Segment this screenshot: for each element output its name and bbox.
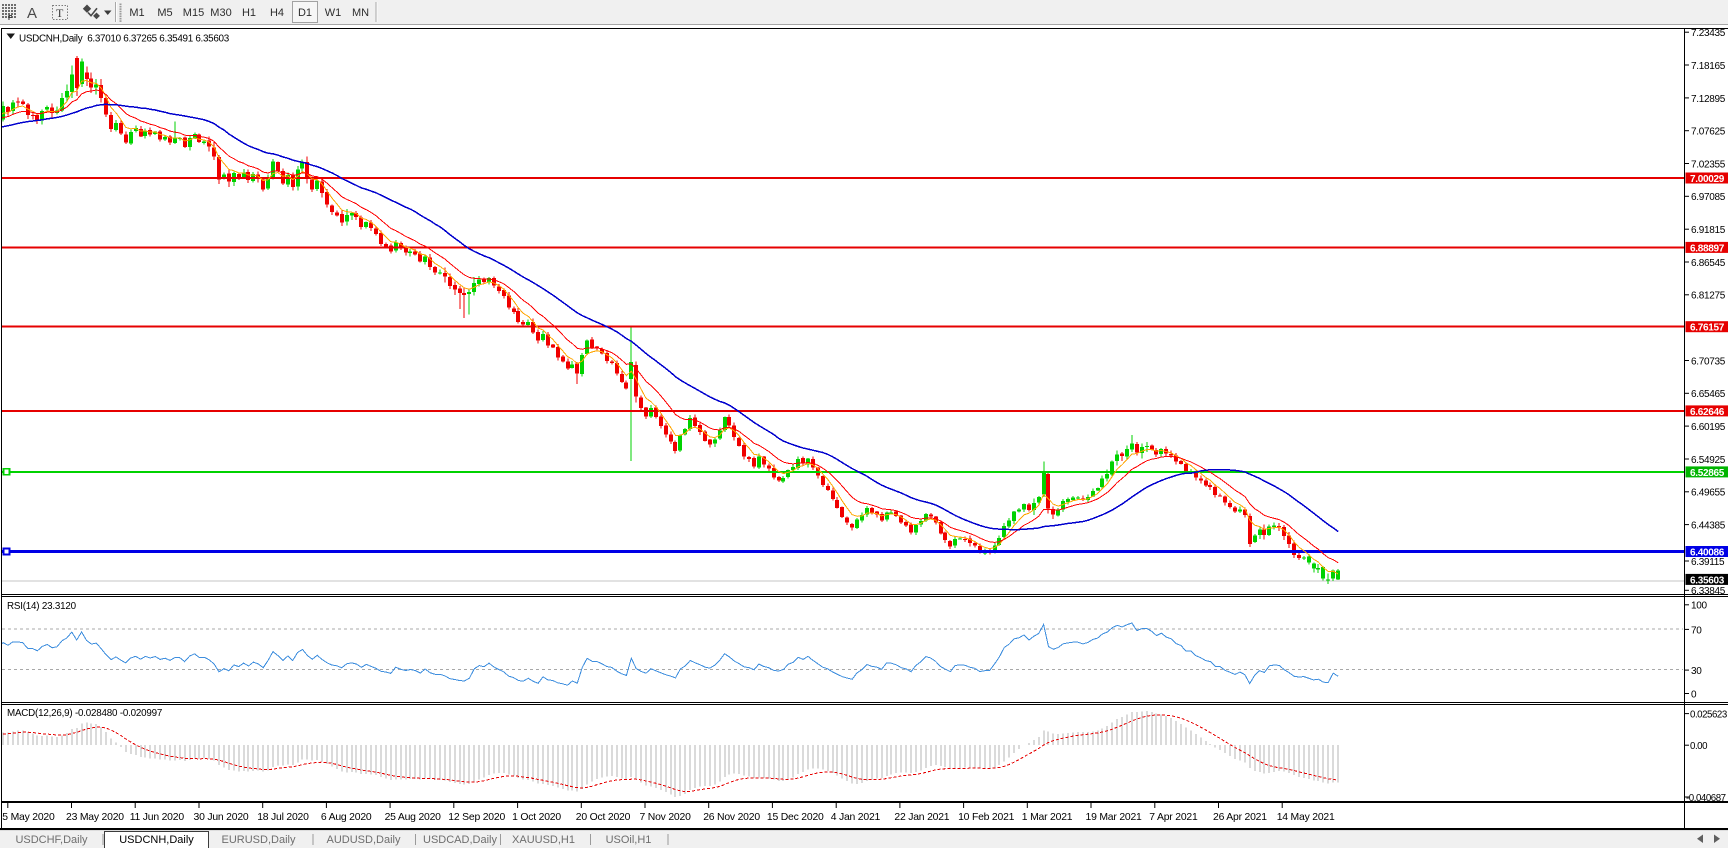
svg-text:0: 0 xyxy=(1691,689,1697,700)
svg-text:M30: M30 xyxy=(210,7,231,19)
svg-text:30 Jun 2020: 30 Jun 2020 xyxy=(194,812,249,823)
svg-text:14 May 2021: 14 May 2021 xyxy=(1277,812,1335,823)
svg-text:A: A xyxy=(27,5,37,22)
svg-text:7.02355: 7.02355 xyxy=(1691,159,1726,170)
svg-text:7.00029: 7.00029 xyxy=(1690,174,1725,185)
svg-text:6.33845: 6.33845 xyxy=(1691,586,1726,597)
svg-text:USDCHF,Daily: USDCHF,Daily xyxy=(15,834,88,846)
svg-text:USDCNH,Daily 6.37010 6.37265: USDCNH,Daily 6.37010 6.37265 6.35491 6.3… xyxy=(19,34,230,45)
svg-text:6.60195: 6.60195 xyxy=(1691,422,1726,433)
svg-text:F: F xyxy=(8,15,13,22)
svg-text:6.88897: 6.88897 xyxy=(1690,243,1725,254)
svg-text:6.35603: 6.35603 xyxy=(1690,575,1725,586)
svg-text:6.70735: 6.70735 xyxy=(1691,356,1726,367)
svg-text:H4: H4 xyxy=(270,7,284,19)
svg-text:6.65465: 6.65465 xyxy=(1691,389,1726,400)
svg-text:12 Sep 2020: 12 Sep 2020 xyxy=(448,812,505,823)
svg-text:7 Apr 2021: 7 Apr 2021 xyxy=(1149,812,1198,823)
svg-text:6.91815: 6.91815 xyxy=(1691,225,1726,236)
svg-text:MN: MN xyxy=(352,7,369,19)
svg-text:USDCAD,Daily: USDCAD,Daily xyxy=(423,834,497,846)
svg-text:26 Nov 2020: 26 Nov 2020 xyxy=(703,812,760,823)
svg-text:25 Aug 2020: 25 Aug 2020 xyxy=(385,812,442,823)
svg-text:100: 100 xyxy=(1691,601,1708,612)
svg-text:11 Jun 2020: 11 Jun 2020 xyxy=(130,812,185,823)
svg-text:23 May 2020: 23 May 2020 xyxy=(66,812,124,823)
svg-text:-0.040687: -0.040687 xyxy=(1686,793,1726,804)
svg-text:0.00: 0.00 xyxy=(1690,741,1708,752)
svg-text:1 Oct 2020: 1 Oct 2020 xyxy=(512,812,561,823)
svg-text:AUDUSD,Daily: AUDUSD,Daily xyxy=(327,834,401,846)
svg-text:6.76157: 6.76157 xyxy=(1690,323,1725,334)
svg-text:USOil,H1: USOil,H1 xyxy=(606,834,652,846)
svg-text:6.86545: 6.86545 xyxy=(1691,258,1726,269)
svg-text:6.97085: 6.97085 xyxy=(1691,192,1726,203)
svg-text:USDCNH,Daily: USDCNH,Daily xyxy=(119,834,194,846)
svg-text:6.44385: 6.44385 xyxy=(1691,521,1726,532)
svg-text:6.54925: 6.54925 xyxy=(1691,455,1726,466)
svg-text:EURUSD,Daily: EURUSD,Daily xyxy=(222,834,296,846)
svg-text:0.025623: 0.025623 xyxy=(1690,710,1727,721)
svg-text:1 Mar 2021: 1 Mar 2021 xyxy=(1022,812,1073,823)
svg-text:MACD(12,26,9) -0.028480 -0.020: MACD(12,26,9) -0.028480 -0.020997 xyxy=(7,708,162,719)
svg-text:W1: W1 xyxy=(325,7,342,19)
svg-text:15 Dec 2020: 15 Dec 2020 xyxy=(767,812,824,823)
svg-text:XAUUSD,H1: XAUUSD,H1 xyxy=(512,834,575,846)
svg-text:6.39115: 6.39115 xyxy=(1691,557,1725,568)
svg-text:7 Nov 2020: 7 Nov 2020 xyxy=(640,812,692,823)
svg-text:M1: M1 xyxy=(129,7,144,19)
svg-text:6.62646: 6.62646 xyxy=(1690,407,1725,418)
svg-text:7.07625: 7.07625 xyxy=(1691,127,1726,138)
svg-text:22 Jan 2021: 22 Jan 2021 xyxy=(894,812,949,823)
svg-text:70: 70 xyxy=(1691,625,1702,636)
svg-text:7.12895: 7.12895 xyxy=(1691,94,1726,105)
svg-text:RSI(14) 23.3120: RSI(14) 23.3120 xyxy=(7,601,77,612)
svg-text:20 Oct 2020: 20 Oct 2020 xyxy=(576,812,631,823)
svg-text:6.52865: 6.52865 xyxy=(1690,468,1725,479)
svg-text:6.49655: 6.49655 xyxy=(1691,488,1726,499)
svg-text:5 May 2020: 5 May 2020 xyxy=(2,812,55,823)
svg-text:30: 30 xyxy=(1691,666,1702,677)
svg-text:26 Apr 2021: 26 Apr 2021 xyxy=(1213,812,1267,823)
svg-text:M5: M5 xyxy=(157,7,172,19)
svg-text:6.81275: 6.81275 xyxy=(1691,291,1726,302)
svg-text:7.18165: 7.18165 xyxy=(1691,61,1726,72)
svg-text:10 Feb 2021: 10 Feb 2021 xyxy=(958,812,1015,823)
svg-text:6 Aug 2020: 6 Aug 2020 xyxy=(321,812,372,823)
svg-text:18 Jul 2020: 18 Jul 2020 xyxy=(257,812,309,823)
svg-text:D1: D1 xyxy=(298,7,312,19)
svg-text:6.40086: 6.40086 xyxy=(1690,547,1725,558)
svg-text:4 Jan 2021: 4 Jan 2021 xyxy=(831,812,881,823)
svg-text:19 Mar 2021: 19 Mar 2021 xyxy=(1086,812,1143,823)
svg-text:T: T xyxy=(56,6,64,20)
svg-text:M15: M15 xyxy=(183,7,204,19)
svg-text:H1: H1 xyxy=(242,7,256,19)
svg-text:7.23435: 7.23435 xyxy=(1691,28,1726,39)
